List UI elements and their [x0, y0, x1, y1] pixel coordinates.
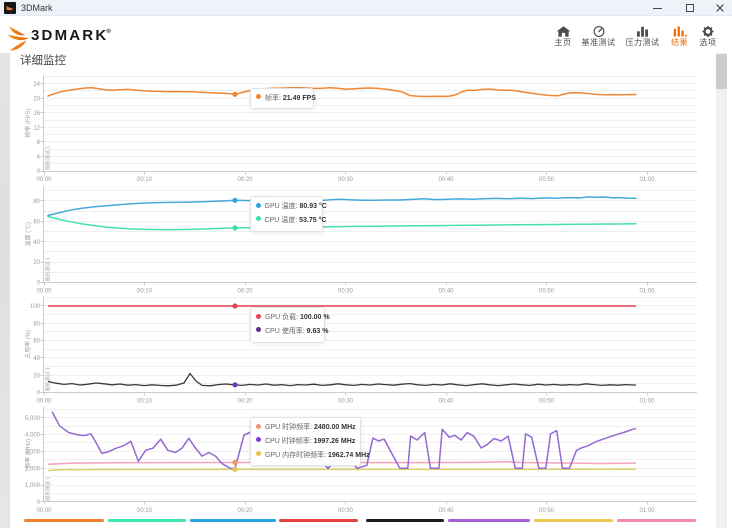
svg-text:00:50: 00:50	[539, 508, 555, 514]
svg-text:频率 (MHz): 频率 (MHz)	[24, 439, 32, 469]
svg-text:图形测试 1: 图形测试 1	[45, 146, 52, 170]
svg-text:00:20: 00:20	[237, 398, 253, 404]
svg-text:2,000: 2,000	[25, 466, 41, 472]
svg-text:温度 (°C): 温度 (°C)	[24, 222, 32, 246]
svg-text:00:00: 00:00	[36, 177, 52, 183]
svg-text:20: 20	[33, 260, 40, 266]
svg-text:00:40: 00:40	[438, 288, 454, 294]
svg-text:5,000: 5,000	[25, 416, 41, 422]
svg-text:60: 60	[33, 220, 40, 226]
svg-text:24: 24	[33, 82, 40, 88]
svg-text:00:40: 00:40	[438, 177, 454, 183]
svg-text:图形测试 1: 图形测试 1	[45, 367, 52, 391]
svg-text:20: 20	[33, 97, 40, 103]
svg-text:80: 80	[33, 199, 40, 205]
svg-text:图形测试 1: 图形测试 1	[45, 257, 52, 281]
svg-text:00:00: 00:00	[36, 288, 52, 294]
svg-text:00:10: 00:10	[137, 288, 153, 294]
svg-text:1,000: 1,000	[25, 483, 41, 489]
svg-text:01:00: 01:00	[639, 508, 655, 514]
svg-text:00:20: 00:20	[237, 177, 253, 183]
svg-text:0: 0	[37, 281, 41, 287]
svg-text:00:20: 00:20	[237, 508, 253, 514]
svg-text:00:50: 00:50	[539, 288, 555, 294]
svg-text:01:00: 01:00	[639, 398, 655, 404]
svg-text:16: 16	[33, 111, 40, 117]
svg-text:0: 0	[37, 391, 41, 397]
svg-text:40: 40	[33, 240, 40, 246]
svg-text:00:50: 00:50	[539, 398, 555, 404]
svg-text:00:10: 00:10	[137, 508, 153, 514]
svg-text:00:50: 00:50	[539, 177, 555, 183]
svg-text:帧率 (FPS): 帧率 (FPS)	[24, 108, 32, 137]
svg-text:00:00: 00:00	[36, 398, 52, 404]
svg-text:12: 12	[33, 126, 40, 132]
svg-text:0: 0	[37, 169, 41, 175]
svg-text:8: 8	[37, 140, 41, 146]
svg-text:00:40: 00:40	[438, 508, 454, 514]
svg-text:00:00: 00:00	[36, 508, 52, 514]
svg-text:00:10: 00:10	[137, 398, 153, 404]
svg-text:00:30: 00:30	[338, 177, 354, 183]
svg-text:100: 100	[30, 304, 41, 310]
svg-text:80: 80	[33, 321, 40, 327]
svg-text:00:20: 00:20	[237, 288, 253, 294]
svg-text:00:40: 00:40	[438, 398, 454, 404]
svg-text:00:10: 00:10	[137, 177, 153, 183]
svg-text:60: 60	[33, 339, 40, 345]
svg-text:00:30: 00:30	[338, 508, 354, 514]
svg-text:01:00: 01:00	[639, 177, 655, 183]
svg-text:00:30: 00:30	[338, 398, 354, 404]
svg-text:40: 40	[33, 356, 40, 362]
svg-text:01:00: 01:00	[639, 288, 655, 294]
svg-text:0: 0	[37, 500, 41, 506]
svg-text:4,000: 4,000	[25, 433, 41, 439]
svg-text:3,000: 3,000	[25, 450, 41, 456]
svg-text:00:30: 00:30	[338, 288, 354, 294]
svg-text:图形测试 1: 图形测试 1	[45, 477, 52, 501]
svg-text:20: 20	[33, 373, 40, 379]
svg-text:占用率 (%): 占用率 (%)	[24, 330, 32, 359]
svg-text:4: 4	[37, 155, 41, 161]
